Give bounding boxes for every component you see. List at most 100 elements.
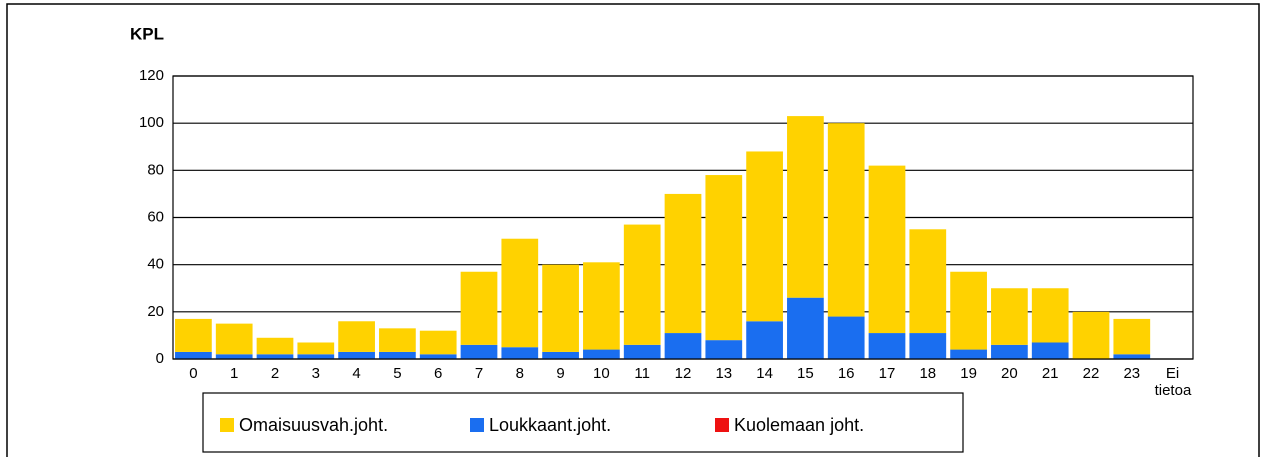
x-tick-label-box: 17 [878,365,896,382]
bar-segment [215,354,253,359]
x-tick-label: 6 [434,365,443,382]
bar-segment [950,271,987,350]
x-tick-label: 8 [515,365,524,382]
x-tick-label-box: 19 [960,365,977,382]
bar-segment [460,271,498,345]
bar-segment [501,347,539,359]
x-tick-label: 11 [634,365,650,382]
y-tick-label: 40 [147,256,164,273]
x-tick-label: 18 [919,365,937,382]
x-tick-label-box: 12 [674,365,692,382]
x-tick-label: 1 [230,365,239,382]
x-tick-label-box: 18 [919,365,937,382]
bar-segment [215,323,253,355]
y-tick-label: 100 [139,114,164,131]
x-tick-label: 12 [674,365,692,382]
x-tick-label-box: 4 [352,365,361,382]
bar-segment [746,151,783,322]
bar-segment [746,321,783,359]
x-tick-label: 2 [270,365,280,382]
plot-border [172,75,1194,360]
bar-segment [991,288,1028,345]
x-tick-label: 10 [593,365,610,382]
bar-segment [827,123,865,317]
bar-segment [664,333,702,359]
x-tick-label: 0 [189,365,198,382]
x-tick-label-box: 0 [189,365,198,382]
x-tick-label-box: 10 [593,365,610,382]
bar-segment [501,238,539,348]
y-tick-label: 80 [147,161,164,178]
x-tick-label-box: 11 [634,365,650,382]
x-tick-label: 21 [1041,365,1059,382]
bar-segment [1031,288,1069,343]
bar-segment [338,321,375,352]
x-tick-label: 3 [311,365,320,382]
x-tick-label: 4 [352,365,361,382]
legend-swatch [220,418,234,432]
x-tick-label-box: 9 [556,365,565,382]
bar-segment [297,354,335,359]
bar-segment [868,165,906,334]
bar-segment [705,340,743,359]
x-tick-label-box: 22 [1082,365,1100,382]
x-tick-label-box: 21 [1041,365,1059,382]
bar-segment [787,116,824,298]
bar-segment [297,342,335,355]
x-tick-label-box: 15 [797,365,814,382]
x-tick-label: 16 [837,365,855,382]
x-tick-label-box: 14 [756,365,773,382]
bar-segment [909,333,947,359]
bar-segment [623,224,661,345]
x-tick-label-box: 23 [1123,365,1141,382]
x-tick-label: 22 [1082,365,1100,382]
x-tick-label: 17 [878,365,896,382]
x-tick-label: 14 [756,365,773,382]
y-tick-label: 20 [147,303,164,320]
x-tick-label-box: 20 [1001,365,1018,382]
x-tick-label: 19 [960,365,977,382]
bar-segment [542,351,579,359]
x-tick-label: 9 [556,365,565,382]
x-tick-label: 20 [1001,365,1018,382]
x-tick-label-box: 1 [230,365,239,382]
legend-label: Omaisuusvah.joht. [239,415,388,435]
bar-segment [991,344,1028,359]
bar-segment [379,328,416,352]
x-tick-label: 23 [1123,365,1141,382]
y-tick-label: 120 [139,67,164,84]
x-tick-label-box: 2 [270,365,280,382]
x-tick-label: 13 [715,365,733,382]
bar-segment [256,337,294,355]
x-tick-label-box: 13 [715,365,733,382]
bar-segment [1031,342,1069,359]
x-tick-label: 7 [474,365,484,382]
y-tick-label: 0 [156,350,164,367]
bar-segment [583,262,620,350]
bar-segment [460,344,498,359]
bar-segment [664,193,702,334]
legend-swatch [715,418,729,432]
bar-segment [868,333,906,359]
bar-segment [175,351,212,359]
bar-segment [419,354,457,359]
x-tick-label-box: 5 [393,365,402,382]
bar-segment [338,351,375,359]
bar-segment [1113,318,1151,355]
bar-segment [909,229,947,334]
legend-label: Loukkaant.joht. [489,415,611,435]
x-tick-label-box: 3 [311,365,320,382]
bar-segment [787,297,824,359]
frame [6,3,1260,457]
legend-label: Kuolemaan joht. [734,415,864,435]
bar-segment [705,175,743,341]
x-tick-label-box: 7 [474,365,484,382]
bar-segment [623,344,661,359]
y-tick-label: 60 [147,208,164,225]
bar-segment [1072,311,1110,359]
x-tick-label: 5 [393,365,402,382]
bar-segment [419,330,457,355]
bar-segment [379,351,416,359]
legend-swatch [470,418,484,432]
